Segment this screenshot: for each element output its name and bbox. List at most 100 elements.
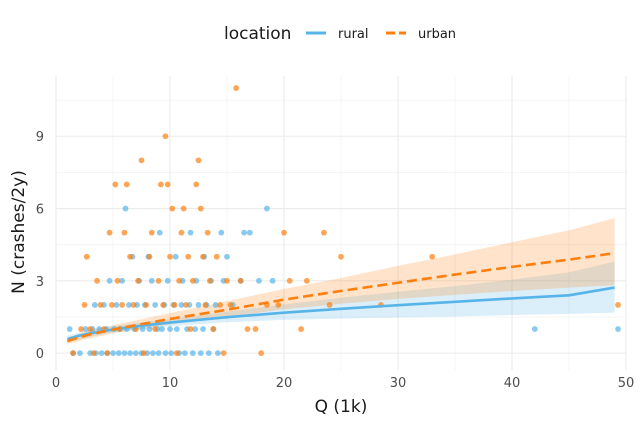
data-points	[66, 85, 621, 357]
x-tick-label: 10	[162, 376, 179, 391]
data-point-rural	[167, 326, 173, 332]
data-point-urban	[286, 277, 293, 284]
y-tick-label: 3	[36, 275, 44, 290]
data-point-urban	[78, 326, 84, 332]
data-point-urban	[160, 302, 167, 308]
data-point-urban	[233, 85, 240, 91]
data-point-rural	[241, 229, 248, 236]
data-point-urban	[244, 326, 251, 332]
data-point-rural	[195, 302, 202, 308]
data-point-rural	[531, 326, 538, 332]
data-point-rural	[119, 277, 126, 284]
data-point-urban	[197, 205, 204, 212]
data-point-urban	[178, 229, 185, 236]
data-point-rural	[246, 229, 253, 236]
data-point-urban	[104, 350, 111, 357]
data-point-urban	[227, 302, 234, 308]
data-point-urban	[127, 253, 133, 260]
data-point-rural	[91, 302, 98, 308]
data-point-rural	[106, 277, 113, 284]
data-point-urban	[81, 302, 88, 308]
data-point-rural	[214, 350, 221, 357]
data-point-urban	[114, 277, 121, 284]
data-point-rural	[168, 350, 175, 357]
data-point-urban	[207, 277, 213, 284]
data-point-rural	[66, 326, 73, 332]
data-point-urban	[326, 302, 333, 308]
data-point-rural	[148, 277, 155, 284]
data-point-urban	[140, 350, 147, 357]
y-tick-label: 0	[36, 347, 44, 362]
data-point-rural	[178, 302, 185, 308]
data-point-urban	[97, 302, 104, 308]
data-point-rural	[197, 350, 204, 357]
data-point-rural	[82, 326, 89, 332]
data-point-rural	[77, 350, 83, 357]
data-point-rural	[156, 229, 163, 236]
data-point-rural	[200, 326, 206, 332]
data-point-rural	[110, 350, 116, 357]
data-point-rural	[98, 350, 105, 357]
confidence-band-rural	[67, 261, 615, 343]
data-point-urban	[183, 302, 189, 308]
data-point-urban	[195, 157, 202, 164]
data-point-rural	[164, 277, 171, 284]
data-point-urban	[275, 302, 282, 308]
legend-title: location	[224, 24, 291, 44]
data-point-urban	[171, 302, 178, 308]
grid	[55, 76, 627, 370]
data-point-urban	[167, 253, 173, 260]
data-point-urban	[121, 229, 128, 236]
data-point-rural	[173, 326, 180, 332]
data-point-urban	[338, 253, 344, 260]
data-point-rural	[269, 277, 276, 284]
data-point-urban	[224, 277, 230, 284]
data-point-rural	[187, 229, 194, 236]
legend-label-urban: urban	[418, 27, 456, 42]
data-point-urban	[123, 181, 130, 188]
data-point-rural	[615, 326, 621, 332]
data-point-rural	[150, 350, 156, 357]
data-point-rural	[189, 350, 196, 357]
data-point-urban	[157, 181, 164, 188]
data-point-rural	[127, 350, 133, 357]
data-point-urban	[220, 350, 227, 357]
data-point-urban	[258, 350, 265, 357]
data-point-rural	[146, 326, 153, 332]
data-point-urban	[130, 302, 137, 308]
data-point-urban	[303, 277, 310, 284]
data-point-urban	[252, 326, 259, 332]
fit-line-urban	[67, 251, 615, 343]
data-point-rural	[132, 350, 139, 357]
data-point-rural	[192, 326, 198, 332]
data-point-rural	[218, 229, 225, 236]
fit-lines	[67, 251, 615, 343]
data-point-urban	[202, 302, 209, 308]
data-point-urban	[152, 326, 159, 332]
data-point-urban	[321, 229, 327, 236]
data-point-urban	[94, 277, 100, 284]
y-axis-title: N (crashes/2y)	[9, 170, 29, 294]
data-point-rural	[126, 302, 132, 308]
data-point-urban	[429, 253, 436, 260]
data-point-rural	[256, 277, 262, 284]
data-point-urban	[298, 326, 304, 332]
data-point-rural	[162, 350, 169, 357]
data-point-urban	[135, 277, 141, 284]
y-tick-label: 9	[36, 130, 44, 145]
data-point-urban	[187, 326, 194, 332]
data-point-urban	[87, 326, 94, 332]
legend: location rural urban	[224, 24, 456, 44]
data-point-urban	[180, 205, 187, 212]
data-point-rural	[139, 326, 146, 332]
data-point-urban	[217, 302, 224, 308]
x-tick-label: 40	[504, 376, 521, 391]
data-point-rural	[181, 350, 188, 357]
data-point-urban	[108, 302, 115, 308]
data-point-urban	[200, 253, 206, 260]
data-point-urban	[164, 181, 171, 188]
x-tick-label: 0	[52, 376, 60, 391]
data-point-urban	[615, 302, 621, 308]
fit-line-rural	[67, 286, 615, 341]
